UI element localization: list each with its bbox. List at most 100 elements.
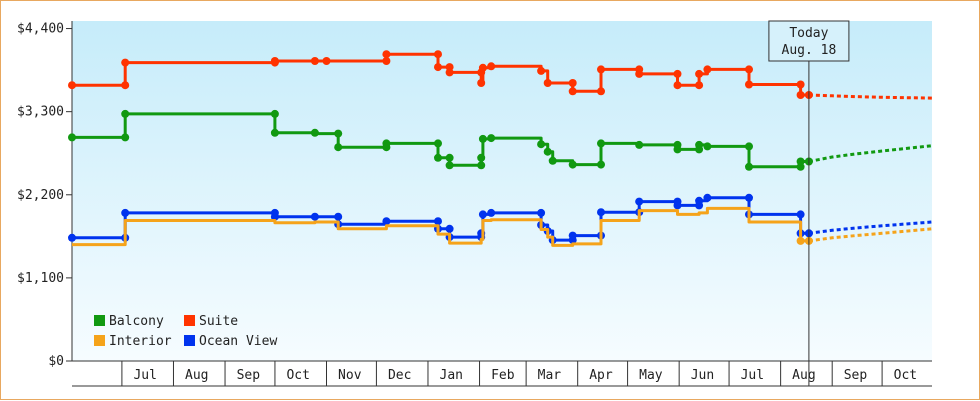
- data-point-balcony: [434, 139, 442, 148]
- legend-label-balcony: Balcony: [109, 314, 164, 329]
- legend-swatch-balcony: [94, 315, 105, 326]
- data-point-balcony: [543, 147, 552, 156]
- data-point-balcony: [445, 161, 454, 170]
- data-point-ocean-view: [635, 197, 644, 206]
- data-point-suite: [703, 65, 712, 74]
- series-balcony: [68, 109, 933, 171]
- data-point-suite: [310, 57, 319, 65]
- legend-swatch-interior: [94, 335, 105, 346]
- data-point-suite: [478, 63, 487, 72]
- data-point-suite: [568, 87, 577, 96]
- legend-swatch-suite: [184, 315, 195, 326]
- data-point-ocean-view: [382, 217, 391, 226]
- data-point-ocean-view: [568, 231, 577, 240]
- data-point-ocean-view: [745, 193, 753, 202]
- data-point-balcony: [382, 139, 391, 148]
- data-point-ocean-view: [703, 193, 712, 202]
- data-point-balcony: [121, 133, 130, 142]
- data-point-balcony: [478, 134, 487, 143]
- data-point-suite: [745, 80, 753, 89]
- x-tick-label: Dec: [388, 368, 411, 383]
- legend-label-ocean-view: Ocean View: [199, 334, 277, 349]
- data-point-balcony: [477, 153, 486, 162]
- data-point-suite: [434, 63, 442, 72]
- data-point-suite: [695, 69, 704, 78]
- data-point-balcony: [68, 133, 76, 142]
- x-tick-label: Sep: [844, 368, 868, 383]
- data-point-suite: [673, 81, 682, 90]
- x-tick-label: Oct: [286, 368, 309, 383]
- x-tick-label: Feb: [491, 368, 515, 383]
- data-point-suite: [543, 79, 552, 87]
- data-point-suite: [597, 87, 605, 96]
- data-point-ocean-view: [434, 217, 442, 226]
- data-point-suite: [477, 79, 486, 87]
- data-point-ocean-view: [310, 212, 319, 221]
- data-point-balcony: [548, 156, 557, 165]
- data-point-suite: [745, 65, 753, 74]
- x-tick-label: Jul: [741, 368, 764, 383]
- data-point-suite: [537, 66, 546, 75]
- data-point-balcony: [597, 160, 605, 169]
- data-point-ocean-view: [796, 210, 805, 219]
- data-point-suite: [635, 69, 644, 78]
- data-point-ocean-view: [537, 208, 546, 217]
- x-tick-label: Apr: [589, 368, 613, 383]
- data-point-balcony: [597, 139, 605, 148]
- data-point-suite: [445, 68, 454, 77]
- data-point-balcony: [635, 140, 644, 149]
- data-point-suite: [568, 79, 577, 87]
- x-tick-label: Sep: [237, 368, 261, 383]
- series-line-interior: [72, 206, 809, 247]
- data-point-suite: [270, 57, 279, 65]
- data-point-suite: [796, 80, 805, 89]
- data-point-suite: [121, 81, 130, 90]
- legend: Balcony Suite Interior Ocean View: [94, 314, 277, 349]
- x-tick-label: Jul: [133, 368, 156, 383]
- data-point-balcony: [568, 160, 577, 169]
- data-point-ocean-view: [68, 233, 76, 242]
- forecast-line-interior: [808, 227, 933, 243]
- data-point-balcony: [121, 109, 130, 118]
- data-point-suite: [673, 69, 682, 78]
- legend-label-interior: Interior: [109, 334, 172, 349]
- y-tick-label: $2,200: [17, 188, 64, 203]
- x-tick-label: Jun: [691, 368, 714, 383]
- data-point-balcony: [477, 161, 486, 170]
- x-axis: Jul Aug Sep Oct Nov Dec Jan Feb Mar Apr May Jun Jul A…: [72, 360, 932, 387]
- data-point-balcony: [270, 109, 279, 118]
- data-point-suite: [382, 50, 391, 59]
- x-tick-label: Nov: [338, 368, 362, 383]
- data-point-balcony: [695, 140, 704, 149]
- data-point-suite: [796, 91, 805, 99]
- y-tick-label: $1,100: [17, 271, 64, 286]
- data-point-ocean-view: [695, 196, 704, 205]
- legend-label-suite: Suite: [199, 314, 238, 329]
- x-tick-label: Mar: [538, 368, 562, 383]
- plot-area: [72, 21, 932, 361]
- series-suite: [68, 50, 933, 100]
- today-callout-box: [768, 20, 850, 62]
- x-tick-label: Jan: [440, 368, 463, 383]
- data-point-balcony: [270, 128, 279, 137]
- data-point-balcony: [537, 140, 546, 149]
- data-point-balcony: [487, 134, 496, 143]
- series-layer: [68, 50, 933, 247]
- data-point-suite: [434, 50, 442, 59]
- data-point-ocean-view: [270, 212, 279, 221]
- data-point-suite: [322, 57, 331, 65]
- x-tick-label: Aug: [792, 368, 815, 383]
- today-callout-date: Aug. 18: [782, 43, 837, 58]
- y-tick-label: $4,400: [17, 22, 64, 37]
- data-point-ocean-view: [673, 201, 682, 210]
- y-tick-label: $0: [48, 354, 64, 369]
- forecast-line-balcony: [808, 144, 933, 163]
- data-point-ocean-view: [334, 212, 343, 221]
- data-point-balcony: [445, 153, 454, 162]
- data-point-suite: [695, 81, 704, 90]
- data-point-balcony: [745, 142, 753, 151]
- today-callout-label: Today: [789, 26, 828, 41]
- data-point-suite: [121, 58, 130, 67]
